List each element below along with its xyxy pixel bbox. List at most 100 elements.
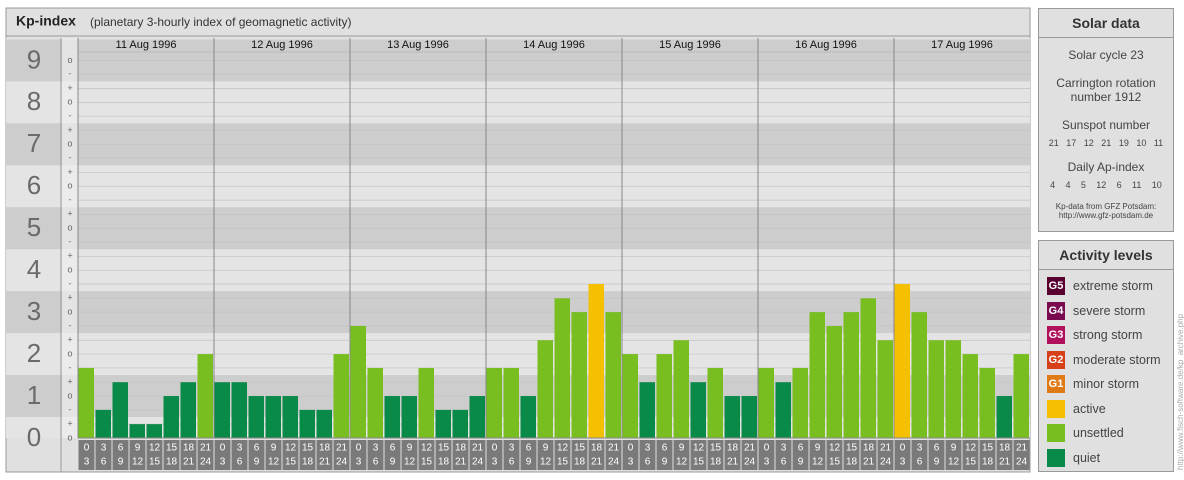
interval-box <box>809 440 826 470</box>
level-swatch: G3 <box>1047 326 1065 345</box>
sunspot-value: 19 <box>1118 138 1129 148</box>
interval-from: 0 <box>764 443 770 454</box>
interval-box <box>350 440 367 470</box>
interval-box <box>520 440 537 470</box>
interval-from: 6 <box>254 443 260 454</box>
interval-to: 18 <box>166 457 178 468</box>
ap-value: 11 <box>1132 180 1142 190</box>
sunspot-values: 21 17 12 21 19 10 11 <box>1045 138 1167 148</box>
kp-chart: Kp-index (planetary 3-hourly index of ge… <box>5 7 1031 473</box>
bar <box>333 354 349 438</box>
interval-box <box>197 440 214 470</box>
interval-from: 12 <box>285 443 297 454</box>
interval-to: 3 <box>628 457 634 468</box>
interval-to: 12 <box>132 457 144 468</box>
interval-box <box>996 440 1013 470</box>
interval-from: 18 <box>999 443 1011 454</box>
interval-from: 3 <box>237 443 243 454</box>
interval-box <box>231 440 248 470</box>
level-item: G1 minor storm <box>1039 372 1173 397</box>
interval-box <box>758 440 775 470</box>
interval-box <box>622 440 639 470</box>
interval-box <box>979 440 996 470</box>
levels-title: Activity levels <box>1039 241 1173 270</box>
source: Kp-data from GFZ Potsdam: <box>1055 202 1157 211</box>
level-item: unsettled <box>1039 421 1173 446</box>
bar <box>554 298 570 438</box>
minor-tick-label: o <box>67 181 72 191</box>
day-label: 17 Aug 1996 <box>931 39 993 51</box>
day-label: 12 Aug 1996 <box>251 39 313 51</box>
interval-from: 6 <box>798 443 804 454</box>
minor-tick-label: + <box>67 167 72 177</box>
bar <box>265 396 281 438</box>
interval-box <box>401 440 418 470</box>
bar <box>962 354 978 438</box>
bar <box>826 325 842 438</box>
minor-tick-label: + <box>67 419 72 429</box>
interval-from: 9 <box>407 443 413 454</box>
level-swatch <box>1047 399 1065 418</box>
ap-value: 10 <box>1151 180 1162 190</box>
level-item: quiet <box>1039 446 1173 471</box>
solar-title: Solar data <box>1039 9 1173 38</box>
level-swatch: G2 <box>1047 350 1065 369</box>
level-swatch <box>1047 424 1065 443</box>
minor-tick-label: - <box>69 236 72 246</box>
interval-box <box>452 440 469 470</box>
day-label: 14 Aug 1996 <box>523 39 585 51</box>
interval-box <box>724 440 741 470</box>
solar-cycle: Solar cycle 23 <box>1068 48 1144 62</box>
interval-from: 3 <box>781 443 787 454</box>
y-tick-label: 9 <box>27 44 41 74</box>
interval-box <box>503 440 520 470</box>
interval-from: 18 <box>183 443 195 454</box>
interval-to: 3 <box>492 457 498 468</box>
interval-to: 12 <box>540 457 552 468</box>
interval-to: 6 <box>781 457 787 468</box>
interval-from: 3 <box>373 443 379 454</box>
bar <box>129 424 145 438</box>
interval-box <box>129 440 146 470</box>
bar <box>894 284 910 438</box>
interval-box <box>639 440 656 470</box>
interval-to: 15 <box>557 457 569 468</box>
minor-tick-label: - <box>69 153 72 163</box>
y-tick-label: 3 <box>27 296 41 326</box>
interval-from: 0 <box>492 443 498 454</box>
bar <box>758 367 774 438</box>
interval-to: 24 <box>744 457 756 468</box>
interval-to: 21 <box>727 457 739 468</box>
interval-to: 3 <box>900 457 906 468</box>
interval-from: 9 <box>543 443 549 454</box>
interval-to: 15 <box>829 457 841 468</box>
interval-from: 18 <box>727 443 739 454</box>
interval-to: 6 <box>509 457 515 468</box>
interval-to: 6 <box>237 457 243 468</box>
bar <box>163 396 179 438</box>
ap-title: Daily Ap-index <box>1067 160 1145 174</box>
interval-from: 15 <box>166 443 178 454</box>
interval-to: 12 <box>948 457 960 468</box>
interval-to: 3 <box>356 457 362 468</box>
level-label: moderate storm <box>1073 352 1161 367</box>
interval-from: 15 <box>846 443 858 454</box>
interval-to: 24 <box>472 457 484 468</box>
level-swatch: G1 <box>1047 375 1065 394</box>
interval-from: 21 <box>336 443 348 454</box>
interval-box <box>707 440 724 470</box>
level-code: G4 <box>1048 304 1064 317</box>
bar <box>775 382 791 438</box>
interval-to: 18 <box>574 457 586 468</box>
sunspot-title: Sunspot number <box>1061 118 1151 132</box>
interval-from: 21 <box>744 443 756 454</box>
bar <box>792 367 808 438</box>
minor-tick-label: o <box>67 432 72 442</box>
level-item: G4 severe storm <box>1039 299 1173 324</box>
level-label: unsettled <box>1073 426 1124 441</box>
bar <box>809 312 825 438</box>
bar <box>979 367 995 438</box>
ap-values: 4 4 5 12 6 11 10 <box>1045 180 1167 190</box>
level-code: G3 <box>1048 329 1064 342</box>
bar <box>180 382 196 438</box>
